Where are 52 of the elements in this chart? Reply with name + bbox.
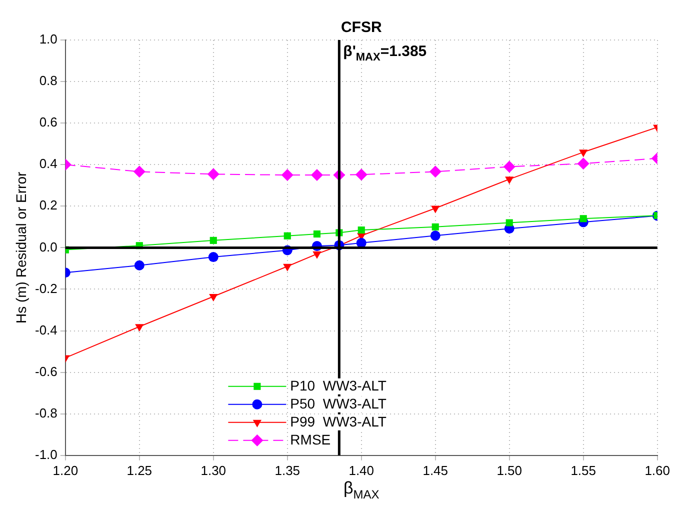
x-tick-label: 1.45 [422, 462, 448, 478]
point [577, 158, 590, 170]
y-tick-label: 0.0 [39, 239, 58, 254]
point [310, 169, 323, 182]
point [281, 169, 294, 182]
x-tick-label: 1.20 [52, 462, 78, 478]
x-tick-label: 1.30 [200, 462, 226, 478]
y-tick-label: -0.2 [34, 280, 58, 296]
chart-title: CFSR [340, 19, 382, 36]
legend-label: P50 WW3-ALT [290, 395, 387, 412]
point [284, 232, 291, 240]
point [135, 324, 144, 332]
y-tick-label: -0.8 [34, 405, 58, 420]
point [210, 236, 217, 244]
x-tick-label: 1.50 [496, 462, 522, 478]
point [358, 226, 365, 234]
point [506, 219, 513, 226]
point [429, 166, 442, 178]
x-tick-label: 1.25 [126, 462, 152, 478]
y-tick-label: -0.6 [34, 364, 58, 379]
x-tick-label: 1.55 [570, 462, 596, 478]
point [133, 166, 146, 178]
point [432, 223, 439, 230]
legend-label: RMSE [290, 431, 331, 448]
legend-label: P10 WW3-ALT [290, 377, 387, 394]
point [355, 168, 368, 181]
point [503, 160, 516, 173]
y-tick-label: 0.2 [39, 198, 58, 213]
x-tick-label: 1.60 [644, 462, 670, 478]
y-tick-label: 1.0 [39, 32, 58, 47]
y-tick-label: 0.8 [39, 73, 58, 88]
point [313, 230, 321, 238]
y-tick-label: 0.6 [39, 114, 58, 130]
point [312, 251, 322, 259]
point [283, 264, 292, 272]
point [430, 230, 440, 241]
point [431, 206, 440, 214]
point [579, 150, 588, 158]
x-tick-label: 1.35 [274, 462, 300, 478]
y-tick-label: -0.4 [34, 322, 58, 338]
point [505, 176, 514, 184]
x-tick-label: 1.40 [348, 462, 374, 478]
y-tick-label: -1.0 [34, 446, 58, 462]
point [356, 238, 366, 248]
y-axis-title: Hs (m) Residual or Error [13, 172, 29, 324]
point [207, 168, 220, 180]
point [134, 260, 144, 270]
point [209, 294, 218, 302]
y-tick-label: 0.4 [39, 156, 58, 172]
point [208, 252, 218, 262]
legend-label: P99 WW3-ALT [290, 413, 387, 430]
point [580, 215, 587, 222]
